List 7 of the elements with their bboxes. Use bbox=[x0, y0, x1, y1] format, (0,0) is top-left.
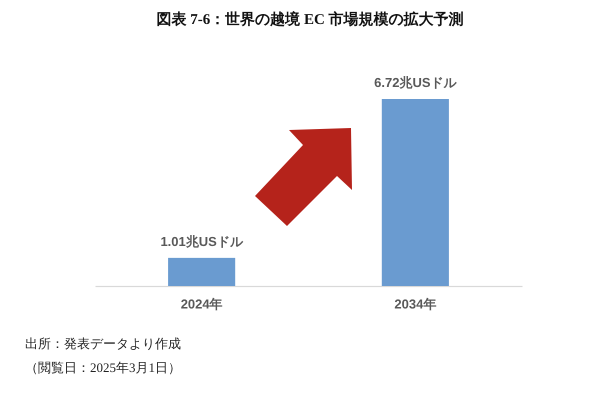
text: 出所：発表データより作成 bbox=[25, 335, 181, 353]
text: （閲覧日：2025年3月1日） bbox=[25, 359, 181, 377]
data-label: 1.01兆USドル bbox=[160, 234, 244, 249]
x-tick-label: 2024年 bbox=[180, 296, 223, 312]
chart-title: 図表 7-6：世界の越境 EC 市場規模の拡大予測 bbox=[155, 10, 465, 30]
x-tick-label: 2034年 bbox=[394, 296, 436, 312]
data-label: 6.72兆USドル bbox=[374, 75, 458, 90]
